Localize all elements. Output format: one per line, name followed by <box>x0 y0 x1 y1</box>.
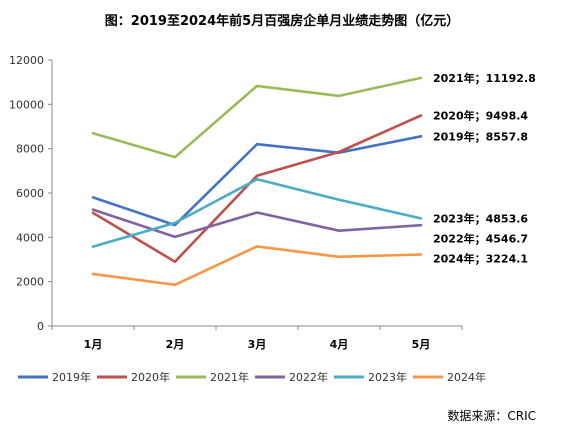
series-line-2024年 <box>91 245 423 287</box>
end-label: 2023年；4853.6 <box>433 211 528 225</box>
y-tick-label: 12000 <box>9 54 44 67</box>
legend-label: 2021年 <box>210 370 249 384</box>
y-tick-label: 6000 <box>16 187 44 200</box>
x-tick-label: 3月 <box>248 338 267 351</box>
series-line-2020年 <box>91 114 423 264</box>
x-tick-label: 2月 <box>166 338 185 351</box>
end-label: 2022年；4546.7 <box>433 231 528 245</box>
end-label: 2024年；3224.1 <box>433 251 528 265</box>
series-line-2022年 <box>91 208 423 239</box>
end-label: 2019年；8557.8 <box>433 129 528 143</box>
y-tick-label: 4000 <box>16 231 44 244</box>
x-tick-label: 4月 <box>330 338 349 351</box>
y-tick-label: 8000 <box>16 143 44 156</box>
series-line-2019年 <box>91 135 423 227</box>
source-note: 数据来源：CRIC <box>447 408 536 423</box>
x-tick-label: 1月 <box>84 338 103 351</box>
end-labels: 2021年；11192.8 2020年；9498.4 2019年；8557.8 202… <box>433 71 536 266</box>
y-tick-label: 10000 <box>9 98 44 111</box>
x-tick-label: 5月 <box>412 338 431 351</box>
series-line-2023年 <box>91 178 423 248</box>
chart-title: 图：2019至2024年前5月百强房企单月业绩走势图（亿元） <box>105 13 459 29</box>
y-tick-label: 0 <box>37 320 44 333</box>
legend-label: 2020年 <box>131 370 170 384</box>
end-label: 2021年；11192.8 <box>433 71 536 85</box>
legend: 2019年 2020年 2021年 2022年 2023年 2024年 <box>18 370 486 384</box>
y-tick-label: 2000 <box>16 276 44 289</box>
axes: 0 2000 4000 6000 8000 10000 12000 1月 2月 3月 4月 5月 <box>9 54 463 351</box>
series-lines <box>91 76 423 287</box>
legend-label: 2023年 <box>368 370 407 384</box>
end-label: 2020年；9498.4 <box>433 108 528 122</box>
legend-label: 2024年 <box>447 370 486 384</box>
legend-label: 2022年 <box>289 370 328 384</box>
legend-label: 2019年 <box>52 370 91 384</box>
series-line-2021年 <box>91 76 423 159</box>
